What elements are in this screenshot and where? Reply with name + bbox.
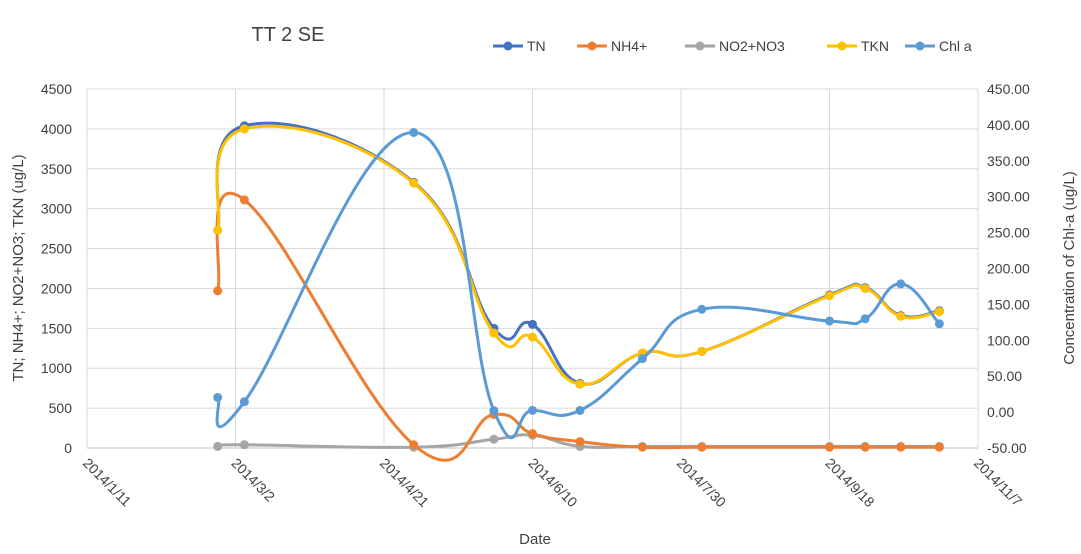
y-tick-label: 4000: [41, 121, 72, 137]
data-point-nh4: [697, 442, 707, 452]
data-point-tkn: [575, 379, 585, 389]
legend-label: TN: [527, 38, 546, 54]
data-point-chl-a: [697, 304, 707, 314]
data-point-nh4: [528, 429, 537, 439]
data-point-tkn: [934, 307, 944, 317]
legend-label: NH4+: [611, 38, 647, 54]
legend-item-nh4: NH4+: [577, 38, 647, 54]
data-point-tn: [528, 319, 537, 329]
y2-tick-label: 350.00: [987, 153, 1030, 169]
y2-tick-label: 450.00: [987, 81, 1030, 97]
x-axis-title: Date: [519, 531, 551, 548]
y2-tick-label: 100.00: [987, 332, 1030, 348]
data-point-chl-a: [934, 319, 944, 329]
data-point-tkn: [409, 178, 419, 188]
y-tick-label: 3500: [41, 161, 72, 177]
y2-tick-label: 0.00: [987, 404, 1014, 420]
legend-item-tn: TN: [493, 38, 546, 54]
y-tick-label: 500: [49, 400, 73, 416]
y2-tick-label: 400.00: [987, 117, 1030, 133]
data-point-nh4: [239, 195, 249, 205]
data-point-chl-a: [239, 397, 249, 407]
data-point-nh4: [825, 442, 834, 452]
data-point-no2-no3: [239, 440, 249, 450]
y2-tick-label: 50.00: [987, 368, 1022, 384]
series-tkn: [213, 124, 944, 389]
y2-tick-label: 200.00: [987, 261, 1030, 277]
legend-label: NO2+NO3: [719, 38, 785, 54]
y-tick-label: 2000: [41, 280, 72, 296]
data-point-nh4: [213, 286, 223, 296]
series-chl-a: [213, 127, 944, 440]
y2-axis-title: Concentration of Chl-a (ug/L): [1061, 171, 1078, 364]
series-line-chl-a: [215, 130, 941, 440]
series-lines: [213, 121, 944, 462]
y-tick-label: 4500: [41, 81, 72, 97]
data-point-chl-a: [409, 127, 419, 137]
y-tick-label: 3000: [41, 201, 72, 217]
data-point-no2-no3: [213, 441, 223, 451]
legend-swatch-marker: [837, 41, 847, 51]
data-point-tkn: [489, 328, 499, 338]
data-point-chl-a: [896, 279, 906, 289]
y2-tick-label: 150.00: [987, 296, 1030, 312]
data-point-nh4: [934, 442, 944, 452]
y-tick-label: 2500: [41, 241, 72, 257]
data-point-tkn: [528, 332, 537, 342]
legend: TN NH4+ NO2+NO3 TKN Chl a: [493, 38, 972, 54]
data-point-nh4: [637, 442, 647, 452]
y-axis-title: TN; NH4+; NO2+NO3; TKN (ug/L): [10, 154, 27, 381]
data-point-tkn: [213, 225, 223, 235]
legend-item-chl-a: Chl a: [905, 38, 972, 54]
legend-swatch-marker: [915, 41, 925, 51]
legend-swatch-marker: [503, 41, 513, 51]
legend-swatch-marker: [587, 41, 597, 51]
y-tick-label: 1000: [41, 360, 72, 376]
data-point-nh4: [409, 440, 419, 450]
legend-item-tkn: TKN: [827, 38, 889, 54]
data-point-chl-a: [528, 405, 537, 415]
y-tick-label: 0: [64, 440, 72, 456]
data-point-chl-a: [825, 316, 834, 326]
data-point-chl-a: [213, 392, 223, 402]
data-point-nh4: [896, 442, 906, 452]
legend-item-no2-no3: NO2+NO3: [685, 38, 785, 54]
legend-label: Chl a: [939, 38, 972, 54]
y2-tick-label: 250.00: [987, 225, 1030, 241]
y-tick-label: 1500: [41, 320, 72, 336]
data-point-no2-no3: [489, 434, 499, 444]
data-point-tkn: [697, 346, 707, 356]
data-point-chl-a: [860, 314, 870, 324]
data-point-chl-a: [489, 406, 499, 416]
data-point-tkn: [239, 124, 249, 134]
chart-title: TT 2 SE: [252, 24, 325, 46]
data-point-tkn: [860, 283, 870, 293]
y2-tick-label: 300.00: [987, 189, 1030, 205]
y2-tick-label: -50.00: [987, 440, 1027, 456]
data-point-chl-a: [575, 405, 585, 415]
data-point-nh4: [860, 442, 870, 452]
data-point-tkn: [825, 291, 834, 301]
data-point-tkn: [896, 311, 906, 321]
series-line-nh4: [215, 191, 941, 462]
data-point-nh4: [575, 437, 585, 447]
legend-swatch-marker: [695, 41, 705, 51]
data-point-chl-a: [637, 354, 647, 364]
legend-label: TKN: [861, 38, 889, 54]
